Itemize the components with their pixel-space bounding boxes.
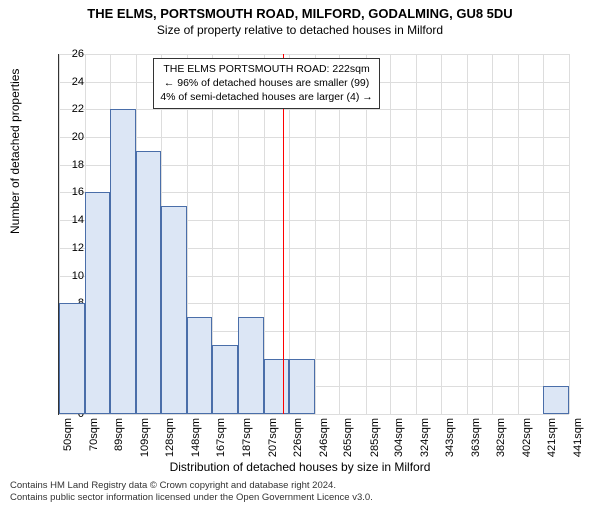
x-tick-label: 187sqm xyxy=(241,418,253,457)
x-tick-label: 207sqm xyxy=(267,418,279,457)
x-tick-label: 324sqm xyxy=(419,418,431,457)
x-tick-label: 343sqm xyxy=(444,418,456,457)
y-tick-label: 20 xyxy=(56,131,84,143)
histogram-bar xyxy=(110,109,136,414)
histogram-bar xyxy=(161,206,187,414)
histogram-bar xyxy=(187,317,212,414)
annotation-box: THE ELMS PORTSMOUTH ROAD: 222sqm ← 96% o… xyxy=(153,58,379,109)
gridline-v xyxy=(543,54,544,414)
histogram-bar xyxy=(238,317,264,414)
x-tick-label: 70sqm xyxy=(88,418,100,451)
y-tick-label: 16 xyxy=(56,186,84,198)
x-tick-label: 128sqm xyxy=(164,418,176,457)
chart-subtitle: Size of property relative to detached ho… xyxy=(0,23,600,37)
x-tick-label: 304sqm xyxy=(393,418,405,457)
x-tick-label: 285sqm xyxy=(369,418,381,457)
x-tick-label: 265sqm xyxy=(342,418,354,457)
histogram-bar xyxy=(59,303,85,414)
x-tick-label: 246sqm xyxy=(318,418,330,457)
x-tick-label: 167sqm xyxy=(215,418,227,457)
histogram-bar xyxy=(264,359,289,414)
gridline-v xyxy=(416,54,417,414)
gridline-v xyxy=(518,54,519,414)
x-tick-label: 226sqm xyxy=(292,418,304,457)
y-tick-label: 18 xyxy=(56,159,84,171)
y-tick-label: 12 xyxy=(56,242,84,254)
chart-title: THE ELMS, PORTSMOUTH ROAD, MILFORD, GODA… xyxy=(0,6,600,21)
x-tick-label: 382sqm xyxy=(495,418,507,457)
histogram-bar xyxy=(289,359,315,414)
gridline-v xyxy=(441,54,442,414)
x-tick-label: 421sqm xyxy=(546,418,558,457)
y-tick-label: 22 xyxy=(56,103,84,115)
annotation-line-1: THE ELMS PORTSMOUTH ROAD: 222sqm xyxy=(160,62,372,76)
x-tick-label: 148sqm xyxy=(190,418,202,457)
histogram-bar xyxy=(136,151,161,414)
x-tick-label: 402sqm xyxy=(521,418,533,457)
histogram-bar xyxy=(212,345,238,414)
x-tick-label: 363sqm xyxy=(470,418,482,457)
gridline-v xyxy=(467,54,468,414)
gridline-v xyxy=(390,54,391,414)
footer-line-2: Contains public sector information licen… xyxy=(10,492,373,504)
gridline-v xyxy=(569,54,570,414)
x-axis-label: Distribution of detached houses by size … xyxy=(0,460,600,474)
histogram-bar xyxy=(85,192,110,414)
y-tick-label: 10 xyxy=(56,270,84,282)
y-tick-label: 14 xyxy=(56,214,84,226)
gridline-h xyxy=(59,414,569,415)
gridline-v xyxy=(492,54,493,414)
x-tick-label: 441sqm xyxy=(572,418,584,457)
annotation-line-2: ← 96% of detached houses are smaller (99… xyxy=(160,76,372,90)
y-axis-label: Number of detached properties xyxy=(8,69,22,234)
x-tick-label: 109sqm xyxy=(139,418,151,457)
footer-text: Contains HM Land Registry data © Crown c… xyxy=(10,480,373,504)
histogram-bar xyxy=(543,386,569,414)
x-tick-label: 50sqm xyxy=(62,418,74,451)
y-tick-label: 26 xyxy=(56,48,84,60)
annotation-line-3: 4% of semi-detached houses are larger (4… xyxy=(160,90,372,104)
x-tick-label: 89sqm xyxy=(113,418,125,451)
y-tick-label: 24 xyxy=(56,76,84,88)
chart-plot-area: THE ELMS PORTSMOUTH ROAD: 222sqm ← 96% o… xyxy=(58,54,569,415)
footer-line-1: Contains HM Land Registry data © Crown c… xyxy=(10,480,373,492)
